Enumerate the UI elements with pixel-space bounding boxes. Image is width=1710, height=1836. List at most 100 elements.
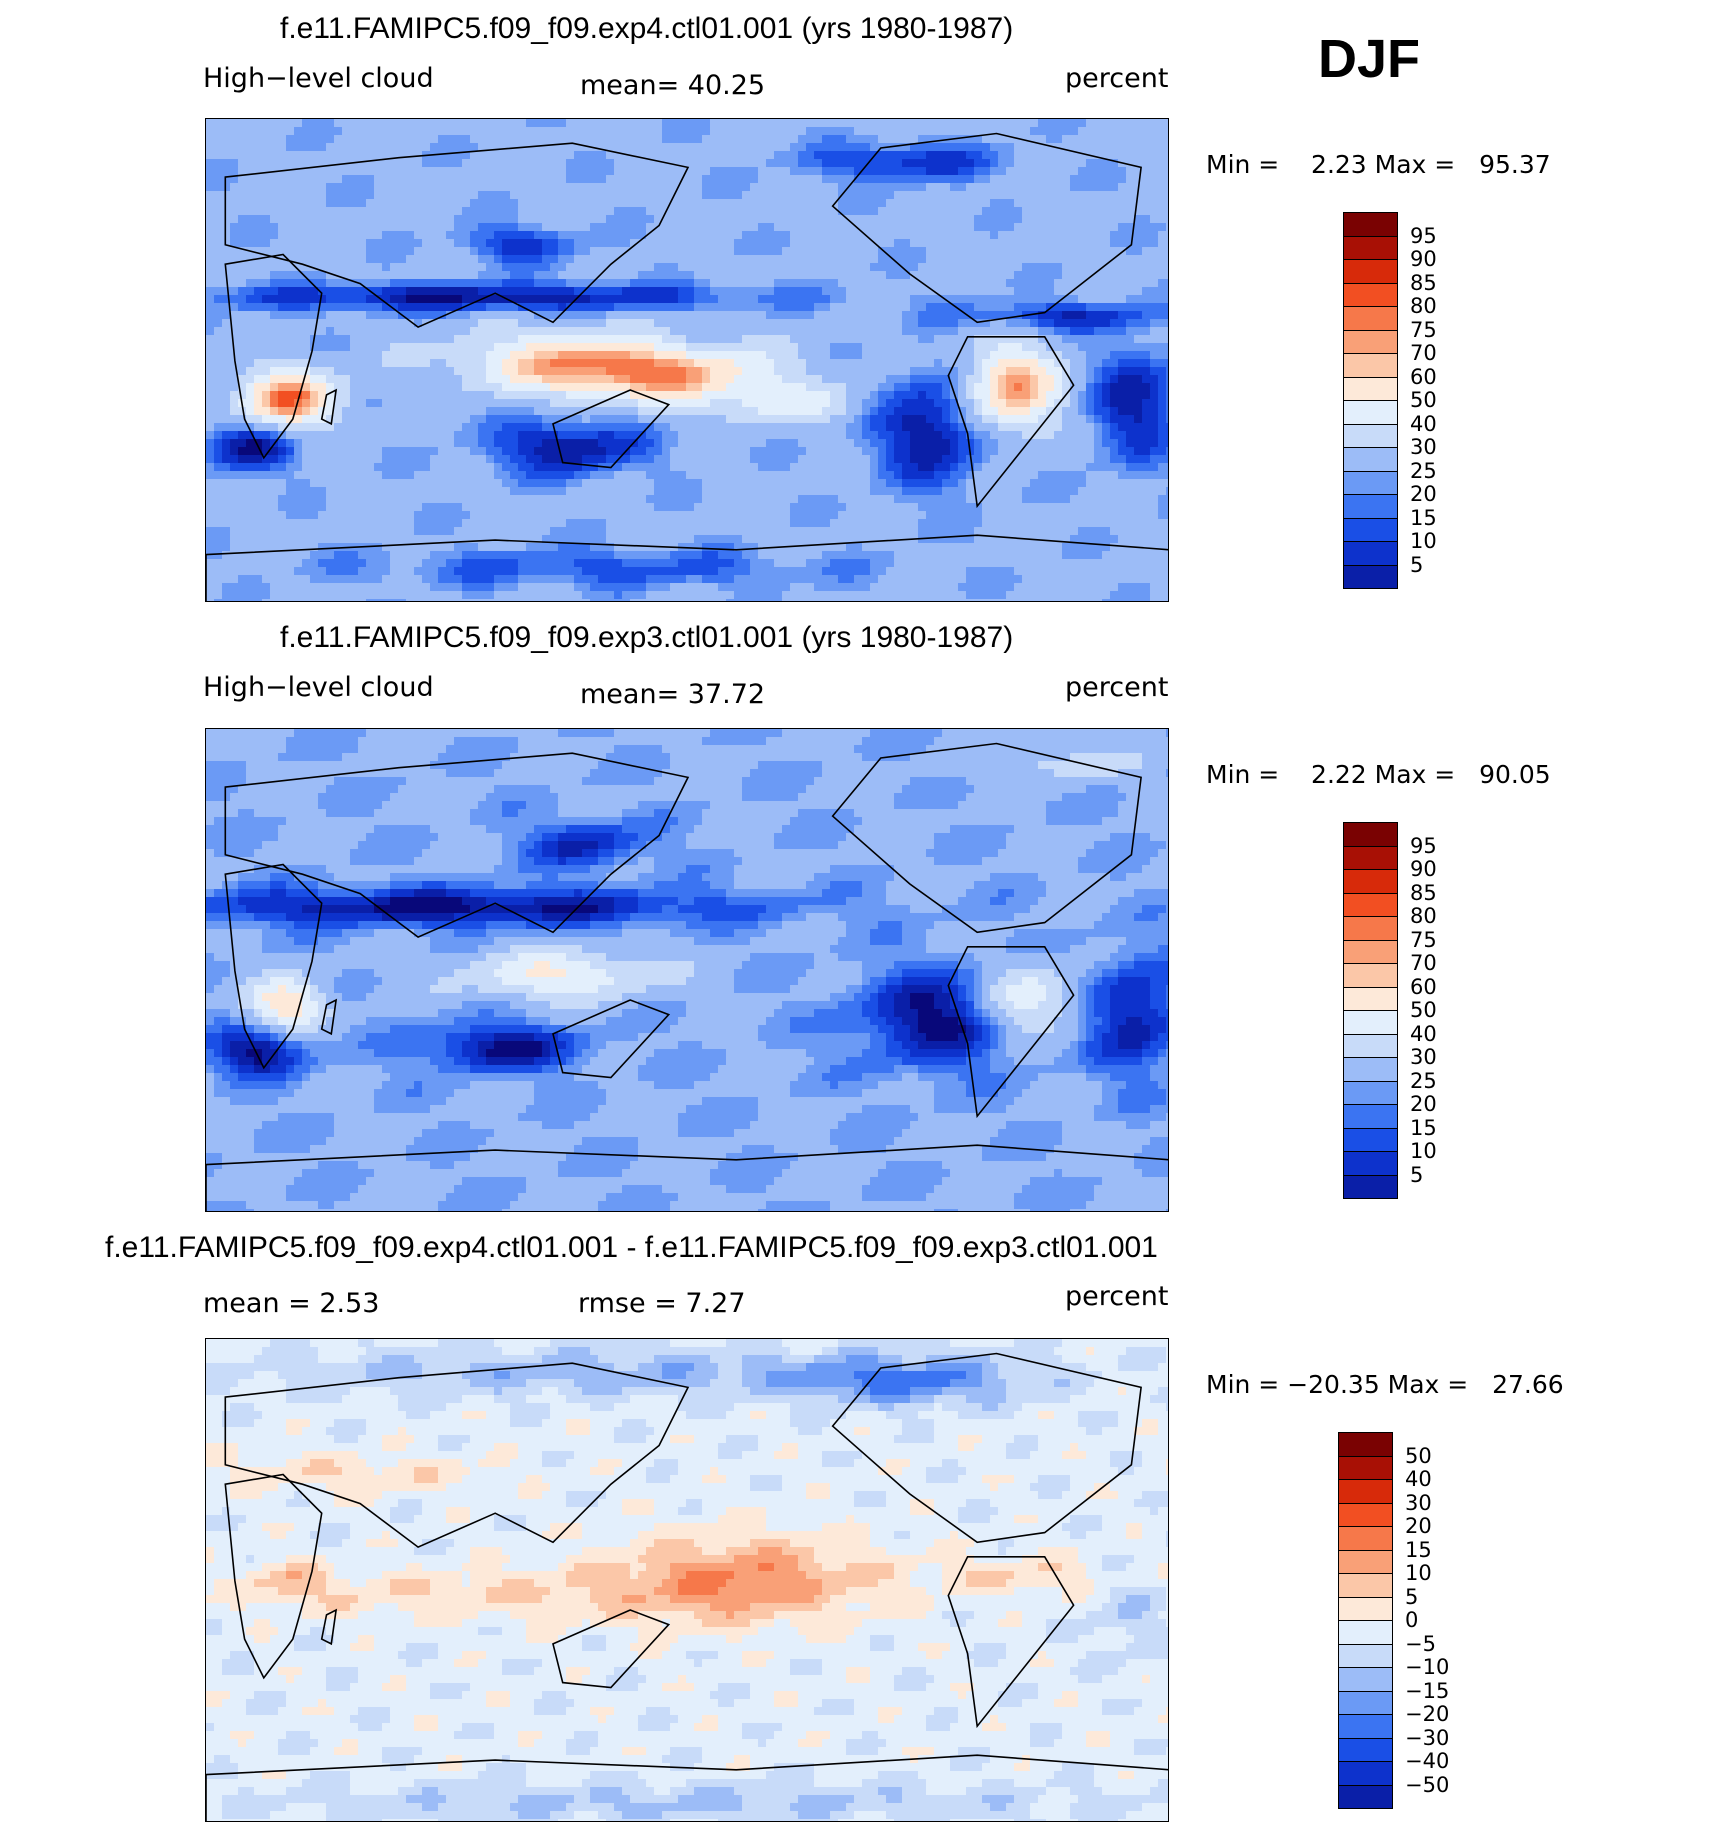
colorbar-box [1343, 259, 1398, 284]
colorbar-box [1343, 329, 1398, 354]
colorbar-tick-label: 40 [1410, 1022, 1437, 1046]
colorbar-tick-label: 10 [1405, 1561, 1432, 1585]
coastline [320, 1608, 338, 1646]
colorbar-box [1343, 212, 1398, 237]
colorbar-box [1343, 892, 1398, 917]
colorbar-box [1338, 1479, 1393, 1504]
colorbar-box [1343, 986, 1398, 1011]
colorbar-tick-label: 85 [1410, 271, 1437, 295]
panel-title: f.e11.FAMIPC5.f09_f09.exp3.ctl01.001 (yr… [280, 621, 1013, 655]
colorbar-box [1343, 963, 1398, 988]
colorbar-tick-label: 85 [1410, 881, 1437, 905]
colorbar-box [1343, 541, 1398, 566]
colorbar-tick-label: 40 [1410, 412, 1437, 436]
colorbar-box [1338, 1784, 1393, 1809]
colorbar-box [1343, 494, 1398, 519]
colorbar-tick-label: 10 [1410, 529, 1437, 553]
rmse-label: rmse = 7.27 [578, 1288, 746, 1319]
colorbar-box [1343, 1080, 1398, 1105]
colorbar-tick-label: 90 [1410, 857, 1437, 881]
colorbar-tick-label: 75 [1410, 318, 1437, 342]
colorbar-tick-label: 50 [1405, 1444, 1432, 1468]
colorbar-tick-label: −5 [1405, 1632, 1436, 1656]
colorbar-box [1343, 869, 1398, 894]
colorbar-tick-label: 40 [1405, 1467, 1432, 1491]
colorbar-tick-label: 20 [1410, 1092, 1437, 1116]
colorbar-tick-label: 30 [1410, 435, 1437, 459]
variable-label: High−level cloud [203, 63, 434, 94]
colorbar-box [1343, 517, 1398, 542]
coastline [831, 1352, 1142, 1544]
colorbar-box [1343, 423, 1398, 448]
colorbar-box [1338, 1690, 1393, 1715]
panel-title: f.e11.FAMIPC5.f09_f09.exp4.ctl01.001 - f… [105, 1231, 1158, 1265]
colorbar-box [1343, 1104, 1398, 1129]
colorbar-tick-label: 70 [1410, 951, 1437, 975]
colorbar-box [1343, 1127, 1398, 1152]
colorbar-box [1338, 1455, 1393, 1480]
coastline [831, 132, 1142, 324]
coastline [224, 1362, 690, 1549]
colorbar-tick-label: 15 [1405, 1538, 1432, 1562]
units-label: percent [1065, 63, 1168, 94]
colorbar-box [1343, 564, 1398, 589]
colorbar-box [1338, 1573, 1393, 1598]
coastline [224, 1473, 323, 1680]
colorbar-tick-label: 80 [1410, 904, 1437, 928]
contour-map [205, 1338, 1169, 1822]
min-max-label: Min = −20.35 Max = 27.66 [1206, 1370, 1564, 1399]
colorbar-tick-label: 60 [1410, 975, 1437, 999]
mean-label: mean= 37.72 [580, 679, 765, 710]
colorbar-tick-label: 50 [1410, 388, 1437, 412]
coastline [206, 534, 1168, 601]
coastline [552, 999, 671, 1079]
colorbar-box [1343, 1174, 1398, 1199]
colorbar-tick-label: 95 [1410, 224, 1437, 248]
colorbar-tick-label: 80 [1410, 294, 1437, 318]
colorbar-tick-label: 10 [1410, 1139, 1437, 1163]
colorbar-box [1338, 1596, 1393, 1621]
coastline [831, 742, 1142, 934]
colorbar-tick-label: 20 [1405, 1514, 1432, 1538]
colorbar-tick-label: 15 [1410, 1116, 1437, 1140]
colorbar-box [1343, 376, 1398, 401]
variable-label: High−level cloud [203, 672, 434, 703]
colorbar-tick-label: 70 [1410, 341, 1437, 365]
colorbar-tick-label: −20 [1405, 1702, 1449, 1726]
coastline [552, 389, 671, 469]
season-label: DJF [1318, 28, 1420, 90]
colorbar-tick-label: −15 [1405, 1679, 1449, 1703]
coastline [947, 946, 1075, 1119]
contour-map [205, 728, 1169, 1212]
colorbar-box [1338, 1549, 1393, 1574]
colorbar-tick-label: 25 [1410, 1069, 1437, 1093]
contour-field [206, 729, 1168, 1211]
mean-label: mean= 40.25 [580, 70, 765, 101]
colorbar-box [1343, 400, 1398, 425]
colorbar-box [1343, 447, 1398, 472]
coastline [224, 863, 323, 1070]
colorbar-box [1338, 1643, 1393, 1668]
colorbar-box [1338, 1761, 1393, 1786]
contour-field [206, 119, 1168, 601]
colorbar-box [1343, 306, 1398, 331]
contour-map [205, 118, 1169, 602]
colorbar-tick-label: 90 [1410, 247, 1437, 271]
colorbar-tick-label: −30 [1405, 1726, 1449, 1750]
coastline [206, 1754, 1168, 1821]
coastline [552, 1609, 671, 1689]
colorbar-tick-label: 5 [1410, 553, 1423, 577]
colorbar-tick-label: 0 [1405, 1608, 1418, 1632]
colorbar-tick-label: 30 [1405, 1491, 1432, 1515]
colorbar-box [1343, 822, 1398, 847]
colorbar-tick-label: 95 [1410, 834, 1437, 858]
colorbar-box [1343, 1057, 1398, 1082]
contour-field [206, 1339, 1168, 1821]
colorbar-box [1338, 1667, 1393, 1692]
colorbar-tick-label: 20 [1410, 482, 1437, 506]
colorbar-tick-label: −10 [1405, 1655, 1449, 1679]
min-max-label: Min = 2.23 Max = 95.37 [1206, 150, 1551, 179]
colorbar-box [1338, 1714, 1393, 1739]
colorbar-box [1343, 939, 1398, 964]
colorbar-box [1343, 282, 1398, 307]
